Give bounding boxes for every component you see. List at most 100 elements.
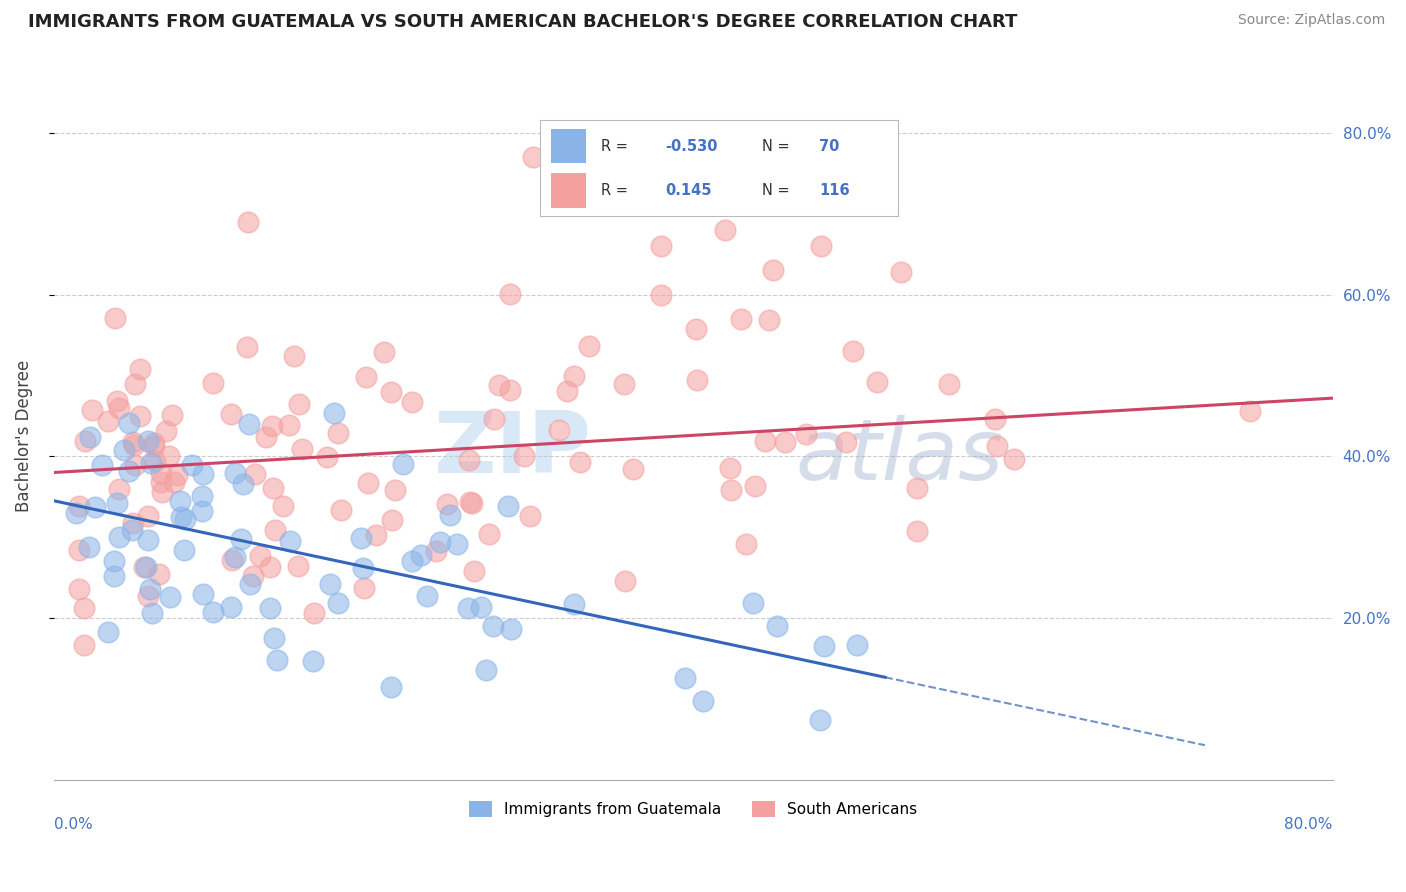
Point [84, 500, 107, 514]
Point [650, 239, 672, 253]
Point [96, 414, 118, 428]
Point [150, 475, 173, 489]
Point [149, 466, 172, 480]
Point [142, 440, 165, 454]
Point [446, 537, 468, 551]
Point [425, 544, 447, 558]
Point [155, 424, 177, 438]
Point [621, 462, 644, 476]
Text: Source: ZipAtlas.com: Source: ZipAtlas.com [1237, 13, 1385, 28]
Point [67, 582, 90, 597]
Point [191, 504, 214, 518]
Point [105, 496, 128, 510]
Point [905, 482, 928, 496]
Point [75, 434, 97, 449]
Point [401, 554, 423, 568]
Point [650, 287, 672, 301]
Point [614, 574, 637, 589]
Point [166, 468, 188, 483]
Point [118, 416, 141, 430]
Point [162, 475, 184, 489]
Point [890, 265, 912, 279]
Point [380, 680, 402, 694]
Point [82, 403, 104, 417]
Point [170, 510, 193, 524]
Point [488, 377, 510, 392]
Point [219, 408, 242, 422]
Point [242, 568, 264, 582]
Point [97, 625, 120, 640]
Point [714, 223, 737, 237]
Point [239, 576, 262, 591]
Text: 0.0%: 0.0% [53, 817, 93, 832]
Point [429, 535, 451, 549]
Point [758, 313, 780, 327]
Point [121, 524, 143, 538]
Point [380, 385, 402, 400]
Point [302, 606, 325, 620]
Point [766, 619, 789, 633]
Point [458, 494, 481, 508]
Point [501, 622, 523, 636]
Point [180, 458, 202, 472]
Point [578, 339, 600, 353]
Point [103, 311, 125, 326]
Point [470, 599, 492, 614]
Point [72, 600, 94, 615]
Point [150, 485, 173, 500]
Point [238, 417, 260, 432]
Point [122, 434, 145, 449]
Point [411, 548, 433, 562]
Point [775, 434, 797, 449]
Text: 80.0%: 80.0% [1285, 817, 1333, 832]
Point [128, 409, 150, 423]
Point [522, 150, 544, 164]
Point [1239, 404, 1261, 418]
Point [224, 550, 246, 565]
Point [67, 499, 90, 513]
Point [846, 638, 869, 652]
Point [122, 438, 145, 452]
Point [271, 500, 294, 514]
Point [160, 408, 183, 422]
Point [302, 654, 325, 668]
Point [67, 542, 90, 557]
Point [329, 503, 352, 517]
Point [519, 508, 541, 523]
Point [401, 395, 423, 409]
Point [118, 464, 141, 478]
Point [842, 344, 865, 359]
Point [231, 532, 253, 546]
Point [259, 559, 281, 574]
Point [254, 430, 277, 444]
Point [938, 377, 960, 392]
Point [112, 442, 135, 457]
Point [142, 436, 165, 450]
Point [121, 516, 143, 530]
Point [124, 377, 146, 392]
Point [354, 370, 377, 384]
Point [562, 597, 585, 611]
Text: ZIP: ZIP [433, 409, 591, 491]
Point [138, 533, 160, 547]
Point [191, 489, 214, 503]
Point [326, 426, 349, 441]
Point [754, 434, 776, 449]
Point [808, 713, 831, 727]
Point [569, 455, 592, 469]
Point [744, 479, 766, 493]
Point [124, 458, 146, 473]
Point [235, 341, 257, 355]
Point [135, 560, 157, 574]
Point [291, 442, 314, 456]
Point [499, 287, 522, 301]
Point [475, 663, 498, 677]
Point [810, 239, 832, 253]
Point [263, 632, 285, 646]
Point [905, 524, 928, 538]
Point [262, 481, 284, 495]
Point [148, 566, 170, 581]
Point [602, 183, 624, 197]
Point [129, 362, 152, 376]
Point [794, 426, 817, 441]
